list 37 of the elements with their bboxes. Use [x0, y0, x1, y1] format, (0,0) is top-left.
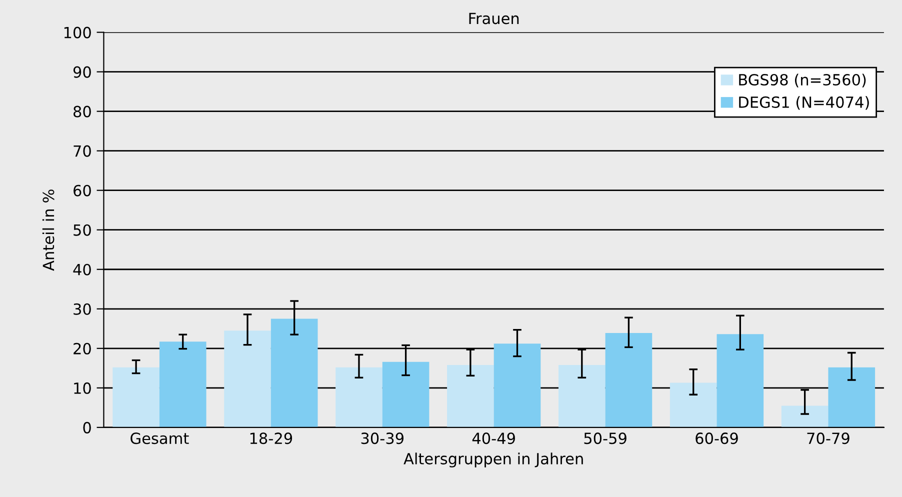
x-tick-label: 60-69: [696, 432, 738, 444]
y-tick-label: 60: [74, 184, 91, 196]
bar: [670, 382, 717, 428]
legend-label: DEGS1 (N=4074): [739, 96, 869, 110]
y-tick-label: 100: [64, 26, 91, 38]
y-tick-label: 80: [74, 106, 91, 118]
y-tick-label: 50: [74, 224, 91, 236]
y-tick-label: 70: [74, 145, 91, 157]
y-tick-label: 30: [74, 303, 91, 315]
y-tick-label: 40: [73, 264, 91, 276]
x-tick-label: 18-29: [250, 432, 292, 444]
bar: [828, 367, 876, 428]
bar: [112, 367, 160, 428]
y-axis-title: Anteil in %: [42, 190, 54, 271]
bar: [270, 318, 318, 428]
y-tick-label: 10: [74, 382, 91, 394]
bar: [447, 364, 494, 428]
bar: [224, 330, 271, 428]
bar: [382, 362, 430, 428]
x-tick-label: 70-79: [807, 432, 850, 444]
bar: [781, 406, 828, 428]
bar: [716, 334, 764, 428]
x-tick-label: 50-59: [584, 432, 626, 444]
y-tick-label: 0: [83, 422, 91, 434]
x-tick-label: 40-49: [472, 432, 515, 444]
x-tick-label: Gesamt: [130, 432, 189, 444]
bar: [336, 367, 382, 428]
bar: [494, 344, 541, 428]
chart-title: Frauen: [469, 12, 519, 24]
legend-label: BGS98 (n=3560): [739, 74, 866, 88]
y-tick-label: 90: [73, 66, 91, 78]
y-tick-label: 20: [74, 342, 91, 354]
bar: [159, 342, 206, 428]
bar: [605, 332, 652, 428]
x-tick-label: 30-39: [361, 432, 404, 444]
bar: [558, 364, 606, 428]
x-axis-title: Altersgruppen in Jahren: [404, 452, 583, 468]
